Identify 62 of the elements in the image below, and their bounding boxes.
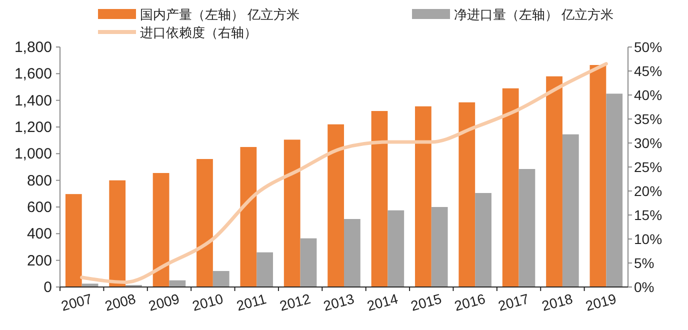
y2-tick-label: 5% (634, 255, 654, 271)
y-tick-label: 1,000 (14, 146, 52, 163)
bar (546, 76, 562, 287)
x-tick-label: 2014 (365, 290, 400, 314)
x-tick-label: 2012 (278, 290, 312, 314)
bar (256, 252, 273, 287)
y-tick-label: 1,400 (14, 92, 52, 110)
bar (371, 111, 388, 287)
y-tick-label: 200 (26, 252, 52, 270)
x-tick-label: 2011 (234, 290, 268, 314)
y-tick-label: 1,800 (14, 39, 52, 56)
x-tick-label: 2008 (103, 290, 138, 314)
bar (65, 194, 82, 287)
bar (518, 169, 536, 287)
bar (475, 193, 492, 287)
bar (300, 238, 317, 287)
y2-tick-label: 0% (634, 279, 654, 295)
bar (109, 180, 126, 287)
y2-tick-label: 15% (634, 207, 662, 223)
y2-tick-label: 45% (634, 63, 662, 79)
bar (502, 88, 519, 287)
y-tick-label: 1,600 (14, 66, 52, 83)
bar (415, 106, 432, 287)
bar (240, 147, 257, 287)
y2-tick-label: 50% (634, 39, 662, 55)
bar (606, 94, 623, 287)
y2-tick-label: 10% (634, 231, 662, 247)
y2-tick-label: 40% (634, 87, 662, 103)
x-tick-label: 2010 (190, 290, 225, 314)
line-series (80, 62, 608, 284)
bar (196, 159, 213, 287)
y-tick-label: 0 (44, 279, 52, 296)
y-tick-label: 1,200 (14, 119, 52, 136)
bar (458, 102, 476, 287)
y2-tick-label: 35% (634, 111, 662, 127)
x-tick-label: 2019 (584, 290, 618, 314)
bar (328, 124, 344, 287)
bar (212, 271, 230, 287)
bar (284, 140, 300, 287)
bar (344, 219, 360, 287)
bar (431, 207, 448, 287)
bar (562, 134, 579, 287)
y-tick-label: 600 (26, 199, 52, 216)
x-tick-label: 2018 (540, 290, 574, 314)
x-tick-label: 2009 (146, 290, 182, 314)
y-tick-label: 800 (26, 172, 52, 190)
y2-tick-label: 25% (634, 159, 662, 175)
legend-label: 净进口量（左轴） 亿立方米 (454, 7, 614, 22)
x-tick-label: 2017 (496, 290, 531, 314)
legend-label: 国内产量（左轴） 亿立方米 (140, 7, 300, 22)
x-tick-label: 2007 (59, 290, 94, 314)
y2-tick-label: 20% (634, 183, 662, 199)
x-tick-label: 2015 (408, 290, 444, 314)
bar (169, 280, 186, 287)
x-tick-label: 2016 (452, 290, 488, 314)
legend-label: 进口依赖度（右轴） (140, 25, 257, 40)
bar (388, 210, 404, 287)
bar (590, 65, 606, 287)
bar (152, 173, 170, 287)
y-tick-label: 400 (26, 226, 52, 243)
x-tick-label: 2013 (322, 290, 356, 314)
y2-tick-label: 30% (634, 135, 662, 151)
